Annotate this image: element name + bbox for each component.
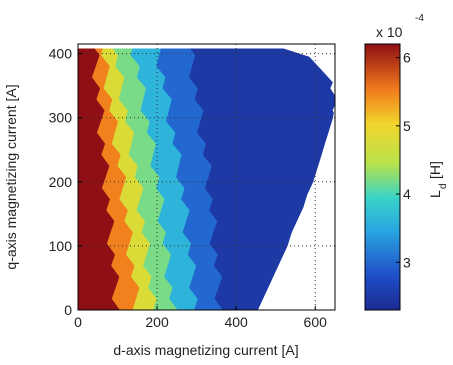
y-tick-label: 300 <box>49 110 73 126</box>
y-tick-label: 200 <box>49 174 73 190</box>
colorbar-label-unit: [H] <box>427 161 443 179</box>
x-axis-label: d-axis magnetizing current [A] <box>113 342 298 358</box>
colorbar-label: L d [H] <box>427 161 449 198</box>
valid-region <box>78 48 335 310</box>
plot-frame <box>77 43 336 311</box>
x-tick-label: 200 <box>145 314 169 330</box>
y-tick-label: 0 <box>64 302 72 318</box>
x-tick-label: 400 <box>224 314 248 330</box>
y-axis-label: q-axis magnetizing current [A] <box>3 84 19 269</box>
colorbar-tick-label: 6 <box>403 50 411 66</box>
grid-lines <box>78 44 335 310</box>
colorbar-exponent-prefix: x 10 <box>376 24 403 40</box>
colorbar-exponent: -4 <box>415 13 424 24</box>
colorbar-ticks: 3 4 5 6 <box>396 50 411 270</box>
x-tick-label: 0 <box>74 314 82 330</box>
colorbar-tick-label: 5 <box>403 118 411 134</box>
colorbar-label-sub: d <box>438 183 449 189</box>
y-tick-label: 100 <box>49 238 73 254</box>
x-tick-label: 600 <box>304 314 328 330</box>
heat-zone <box>78 48 120 310</box>
colorbar-tick-label: 4 <box>403 186 411 202</box>
x-axis-ticks: 0 200 400 600 <box>74 306 327 330</box>
colorbar-tick-label: 3 <box>403 254 411 270</box>
heatmap-region <box>78 48 335 310</box>
y-axis-ticks: 0 100 200 300 400 <box>49 46 82 318</box>
y-tick-label: 400 <box>49 46 73 62</box>
colorbar <box>364 43 401 311</box>
colorbar-label-main: L <box>427 190 443 198</box>
